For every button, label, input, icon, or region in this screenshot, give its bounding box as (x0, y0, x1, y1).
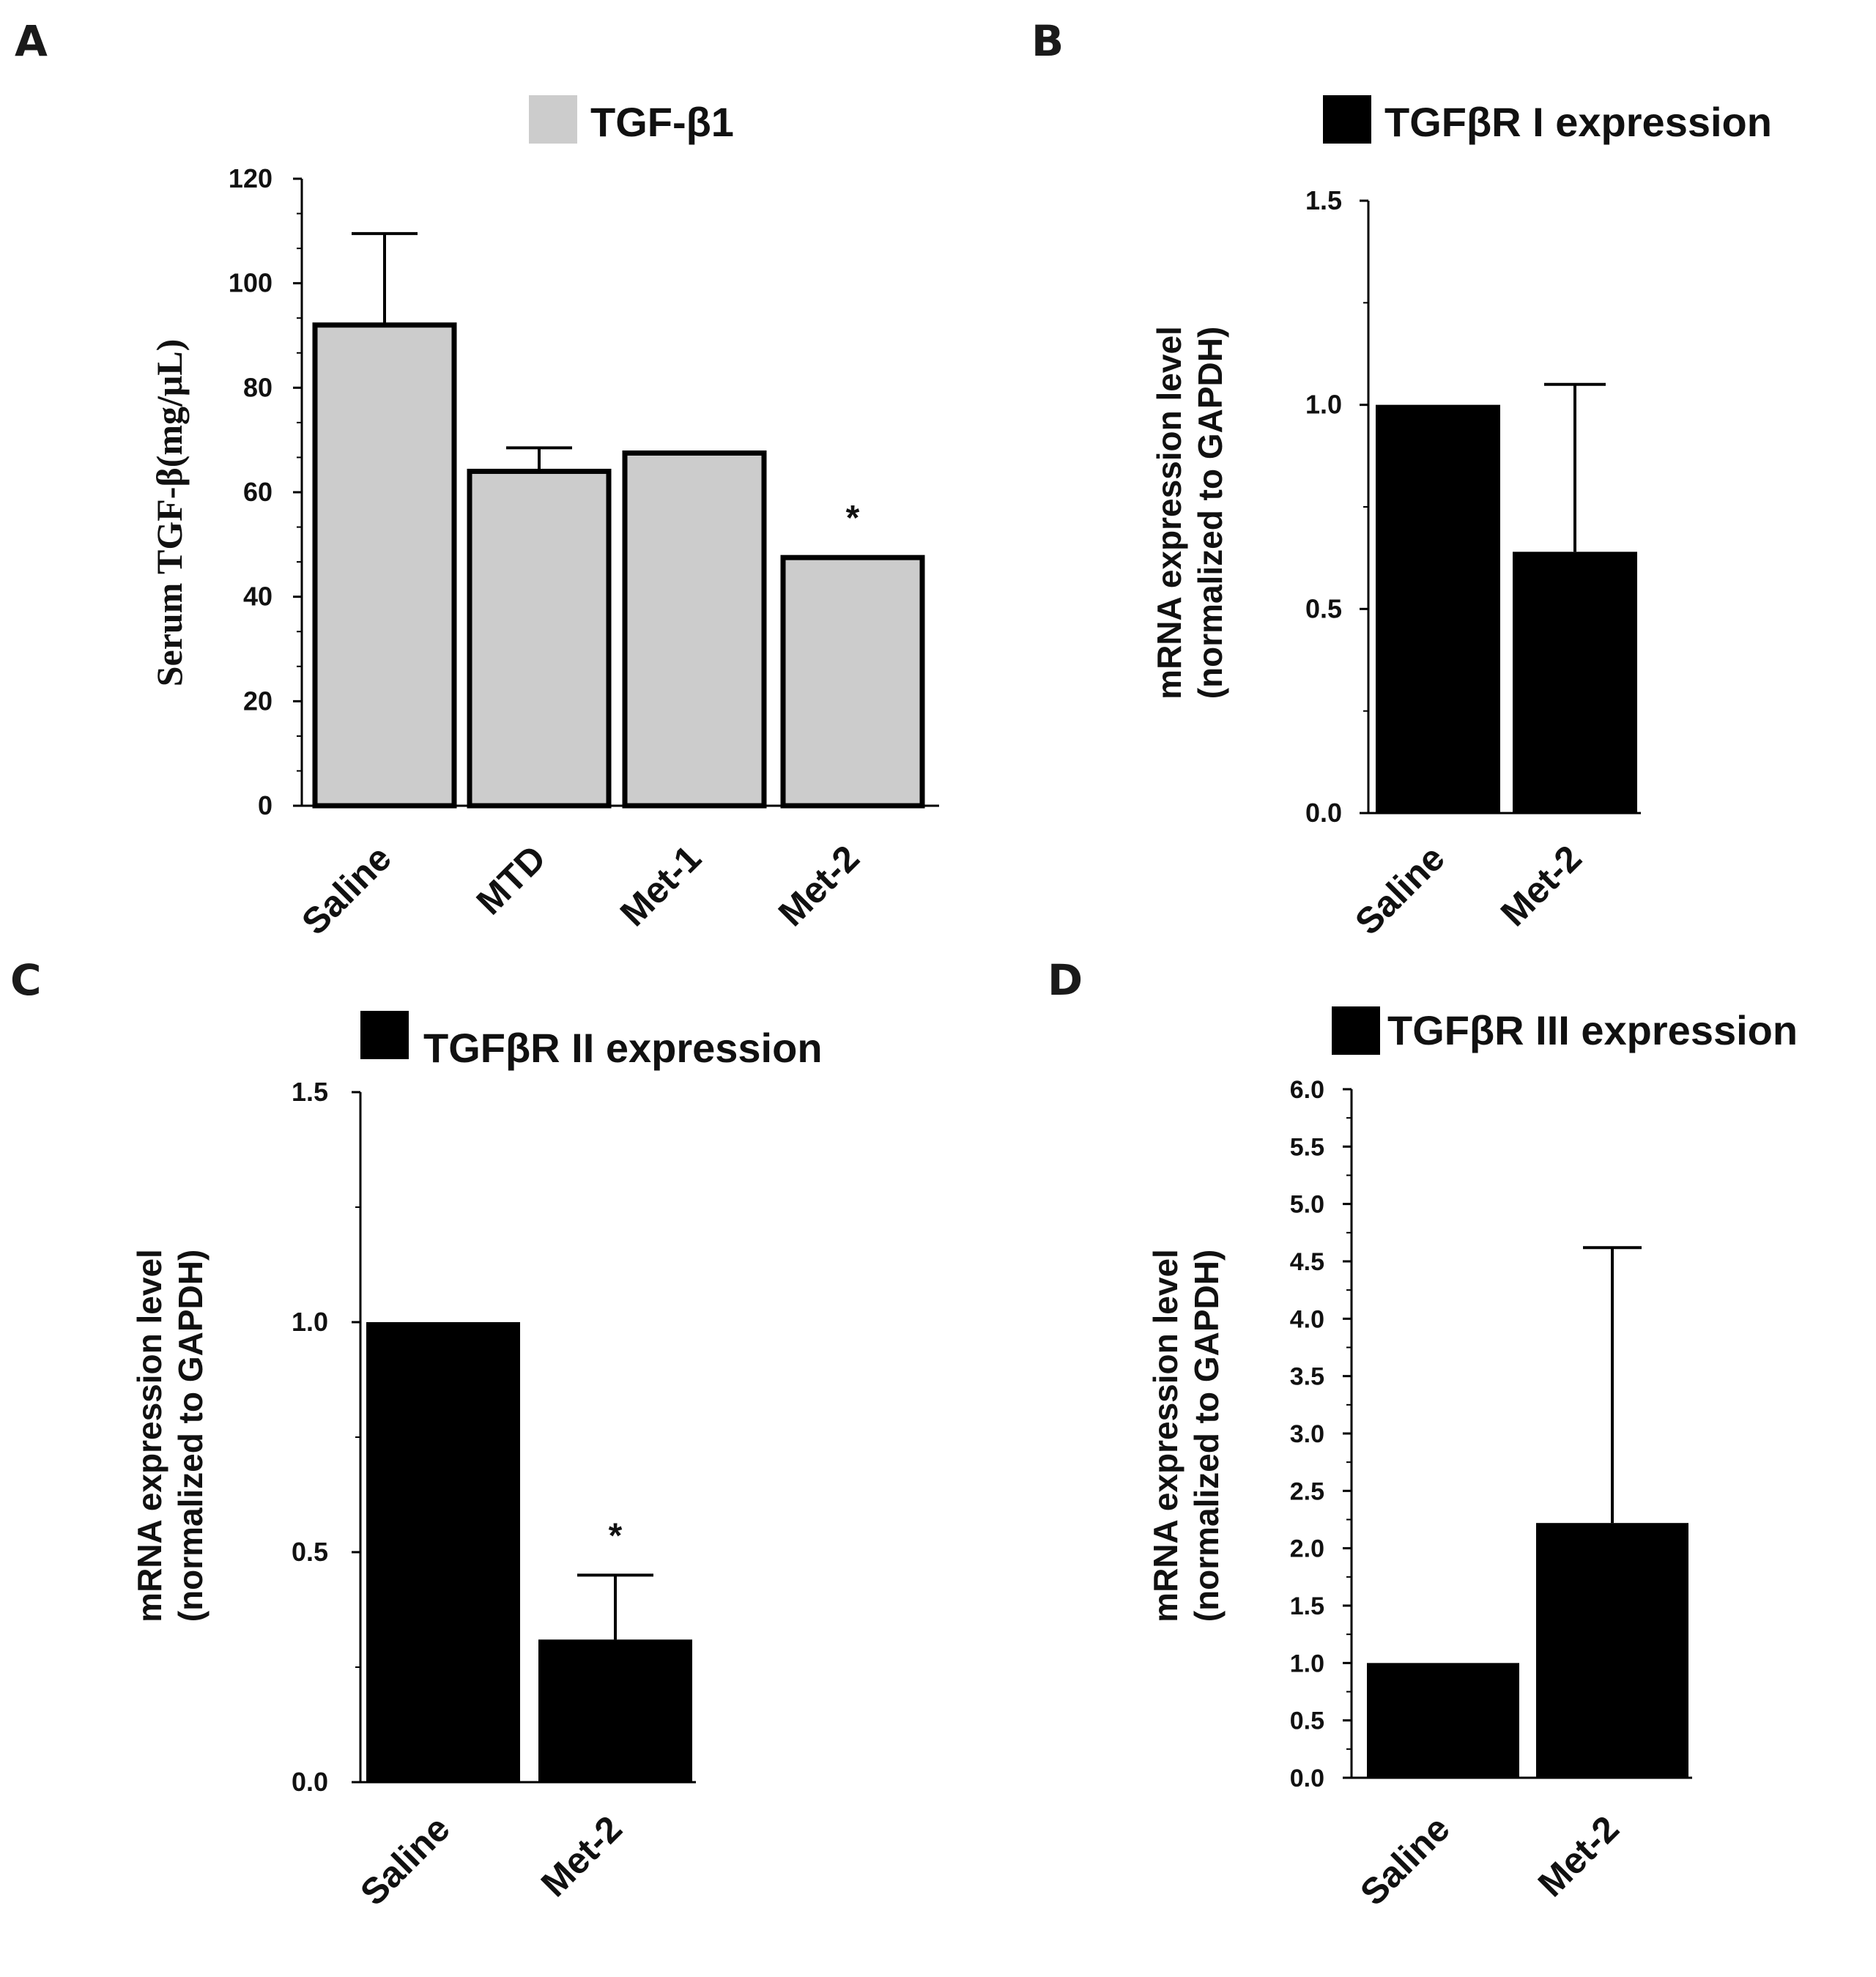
y-tick-label: 6.0 (1290, 1076, 1324, 1104)
legend-label: TGF-β1 (590, 99, 734, 145)
significance-marker: * (846, 499, 860, 538)
y-tick-label: 3.5 (1290, 1363, 1324, 1391)
bar-saline (312, 322, 457, 809)
panel-letter-c: C (10, 955, 42, 1005)
x-category-label: Met-1 (612, 837, 709, 934)
y-tick-label: 20 (243, 686, 272, 716)
legend-swatch (529, 95, 577, 144)
y-axis-label: (normalized to GAPDH) (171, 1250, 210, 1622)
panel-c-chart: TGFβR II expression 0.0 0.5 1.0 1.5 mRNA expr… (130, 1011, 823, 1913)
y-tick-label: 60 (243, 477, 272, 507)
x-category-label: Met-2 (533, 1808, 630, 1904)
legend-label: TGFβR I expression (1384, 99, 1772, 145)
panel-d-chart: TGFβR III expression 0.0 0.5 1.0 1.5 2.0 2.5 3.… (1146, 1006, 1798, 1913)
x-category-label: Saline (1352, 1808, 1458, 1913)
y-axis-label: Serum TGF-β(mg/μL) (149, 339, 190, 687)
bar-mtd (467, 468, 612, 809)
y-tick-label: 120 (229, 163, 272, 193)
x-category-label: Saline (352, 1808, 458, 1913)
legend-label: TGFβR II expression (423, 1025, 823, 1071)
panel-letter-a: A (15, 16, 48, 66)
bar-met-2 (538, 1639, 692, 1782)
x-category-label: Met-2 (1530, 1808, 1627, 1904)
y-tick-label: 1.5 (1290, 1592, 1324, 1620)
y-tick-label: 4.0 (1290, 1305, 1324, 1333)
bar-saline (366, 1322, 520, 1782)
y-tick-label: 2.0 (1290, 1535, 1324, 1563)
y-tick-label: 0.5 (1305, 593, 1342, 623)
significance-marker: * (609, 1516, 623, 1555)
y-tick-label: 2.5 (1290, 1477, 1324, 1505)
y-axis-label: mRNA expression level (130, 1249, 168, 1622)
y-tick-label: 3.0 (1290, 1420, 1324, 1448)
bar-met-2 (1513, 552, 1637, 813)
bar-met-2 (1536, 1523, 1688, 1778)
y-tick-label: 1.0 (1290, 1650, 1324, 1677)
y-tick-label: 0.0 (292, 1767, 328, 1797)
bar-saline (1376, 404, 1500, 813)
y-tick-label: 5.0 (1290, 1191, 1324, 1219)
y-tick-label: 1.5 (292, 1077, 328, 1107)
panel-letter-d: D (1048, 955, 1083, 1005)
bar-saline (1367, 1663, 1519, 1778)
legend-swatch (360, 1011, 409, 1059)
y-tick-label: 1.0 (1305, 390, 1342, 420)
legend-label: TGFβR III expression (1387, 1007, 1798, 1053)
y-axis-label: mRNA expression level (1146, 1249, 1184, 1622)
panel-a-chart: TGF-β1 0 20 40 60 80 100 120 Serum TGF-β(mg/μL) S… (149, 95, 939, 943)
y-tick-label: 0.0 (1305, 798, 1342, 828)
y-tick-label: 100 (229, 268, 272, 298)
legend-swatch (1332, 1006, 1380, 1055)
y-axis-label: (normalized to GAPDH) (1187, 1250, 1226, 1622)
x-category-label: MTD (469, 837, 554, 922)
y-tick-label: 1.5 (1305, 185, 1342, 215)
panel-b-chart: TGFβR I expression 0.0 0.5 1.0 1.5 mRNA expre… (1150, 95, 1772, 943)
y-axis-label: (normalized to GAPDH) (1191, 327, 1229, 700)
bar-met-2 (780, 554, 925, 809)
y-tick-label: 0.0 (1290, 1765, 1324, 1792)
x-category-label: Saline (294, 837, 399, 943)
x-category-label: Saline (1347, 837, 1453, 943)
y-tick-label: 1.0 (292, 1307, 328, 1337)
y-tick-label: 0.5 (1290, 1707, 1324, 1735)
y-tick-label: 0.5 (292, 1537, 328, 1567)
panel-letter-b: B (1031, 16, 1064, 66)
x-category-label: Met-2 (1493, 837, 1590, 934)
y-tick-label: 5.5 (1290, 1133, 1324, 1161)
y-axis-label: mRNA expression level (1150, 326, 1188, 700)
legend-swatch (1323, 95, 1371, 144)
y-tick-label: 0 (258, 790, 272, 820)
bar-met-1 (622, 450, 767, 809)
y-tick-label: 80 (243, 372, 272, 402)
x-category-label: Met-2 (771, 837, 867, 934)
y-tick-label: 40 (243, 582, 272, 612)
y-tick-label: 4.5 (1290, 1248, 1324, 1276)
